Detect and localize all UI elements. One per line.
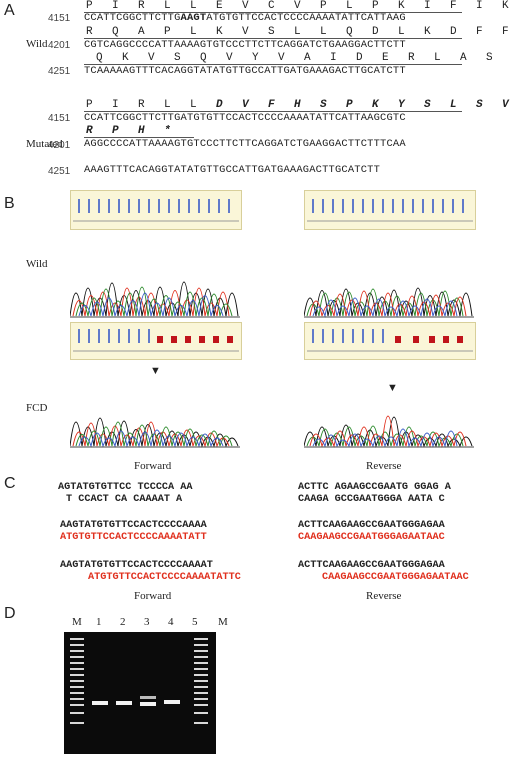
- reverse-strand-bottom: CAAGA GCCGAATGGGA AATA C: [298, 494, 445, 505]
- lane-label: M: [218, 616, 228, 628]
- divider: [84, 12, 462, 13]
- aa-row: Q K V S Q V Y V A I D E R L A S: [96, 52, 500, 64]
- forward-label: Forward: [134, 590, 172, 602]
- chromatogram-fcd-reverse: [304, 415, 474, 448]
- dna-sequence: CGTCAGGCCCCATTAAAAGTGTCCCTTCTTCAGGATCTGA…: [84, 39, 406, 51]
- lane-label: 3: [144, 616, 150, 628]
- base-call-track: [307, 329, 473, 352]
- base-call-track: [73, 329, 239, 352]
- reverse-label: Reverse: [366, 590, 402, 602]
- aa-row: R P H *: [86, 125, 178, 137]
- panel-a-label: A: [4, 2, 15, 19]
- dna-sequence: CCATTCGGCTTCTTGAAGTATGTGTTCCACTCCCCAAAAT…: [84, 12, 406, 24]
- chromatogram-fcd-forward: [70, 417, 240, 448]
- divider: [84, 64, 462, 65]
- panel-b-label: B: [4, 195, 15, 212]
- sequence-strip: [304, 322, 476, 360]
- panel-d-label: D: [4, 605, 16, 622]
- forward-wild-red-sequence: ATGTGTTCCACTCCCCAAAATATT: [60, 532, 207, 543]
- base-call-track: [307, 199, 473, 222]
- gel-bands: [70, 638, 208, 724]
- aa-row: P I R L L E V C V P L P K I F I K: [86, 0, 516, 12]
- reverse-label: Reverse: [366, 460, 402, 472]
- reverse-mut-sequence: ACTTCAAGAAGCCGAATGGGAGAA: [298, 560, 445, 571]
- dna-sequence: AAAGTTTCACAGGTATATGTTGCCATTGATGAAAGACTTG…: [84, 164, 381, 176]
- reverse-strand-top: ACTTC AGAAGCCGAATG GGAG A: [298, 482, 451, 493]
- panel-c-label: C: [4, 475, 16, 492]
- wild-label: Wild: [26, 38, 48, 50]
- position-number: 4201: [48, 140, 71, 151]
- chromatogram-wild-forward: [70, 281, 240, 318]
- gel-image: [64, 632, 216, 754]
- position-number: 4251: [48, 166, 71, 177]
- lane-label: 5: [192, 616, 198, 628]
- mutated-label: Mutated: [26, 138, 63, 150]
- forward-strand-top: AGTATGTGTTCC TCCCCA AA: [58, 482, 193, 493]
- position-number: 4251: [48, 66, 71, 77]
- forward-mut-red-sequence: ATGTGTTCCACTCCCCAAAATATTC: [88, 572, 241, 583]
- sequence-strip: [70, 190, 242, 230]
- forward-strand-bottom: T CCACT CA CAAAAT A: [66, 494, 183, 505]
- forward-mut-sequence: AAGTATGTGTTCCACTCCCCAAAAT: [60, 560, 213, 571]
- aa-row: R Q A P L K V S L L Q D L K D F F: [86, 26, 516, 38]
- fcd-label: FCD: [26, 402, 48, 414]
- lane-label: 4: [168, 616, 174, 628]
- lane-label: 1: [96, 616, 102, 628]
- lane-label: M: [72, 616, 82, 628]
- divider: [84, 137, 194, 138]
- position-number: 4151: [48, 13, 71, 24]
- lane-labels: M 1 2 3 4 5 M: [66, 616, 236, 630]
- forward-label: Forward: [134, 460, 172, 472]
- divider: [84, 111, 462, 112]
- mutation-arrow-icon: ▼: [150, 365, 161, 377]
- dna-sequence: AGGCCCCATTAAAAGTGTCCCTTCTTCAGGATCTGAAGGA…: [84, 138, 406, 150]
- position-number: 4201: [48, 40, 71, 51]
- reverse-mut-red-sequence: CAAGAAGCCGAATGGGAGAATAAC: [322, 572, 469, 583]
- sequence-strip: [70, 322, 242, 360]
- sequence-strip: [304, 190, 476, 230]
- position-number: 4151: [48, 113, 71, 124]
- reverse-wild-sequence: ACTTCAAGAAGCCGAATGGGAGAA: [298, 520, 445, 531]
- wild-label: Wild: [26, 258, 48, 270]
- reverse-wild-red-sequence: CAAGAAGCCGAATGGGAGAATAAC: [298, 532, 445, 543]
- mutation-arrow-icon: ▼: [387, 382, 398, 394]
- dna-sequence: CCATTCGGCTTCTTGATGTGTTCCACTCCCCAAAATATTC…: [84, 112, 406, 124]
- lane-label: 2: [120, 616, 126, 628]
- divider: [84, 38, 462, 39]
- chromatogram-wild-reverse: [304, 287, 474, 318]
- aa-row: P I R L L D V F H S P K Y S L S V: [86, 99, 516, 111]
- forward-wild-sequence: AAGTATGTGTTCCACTCCCCAAAA: [60, 520, 207, 531]
- base-call-track: [73, 199, 239, 222]
- dna-sequence: TCAAAAAGTTTCACAGGTATATGTTGCCATTGATGAAAGA…: [84, 65, 406, 77]
